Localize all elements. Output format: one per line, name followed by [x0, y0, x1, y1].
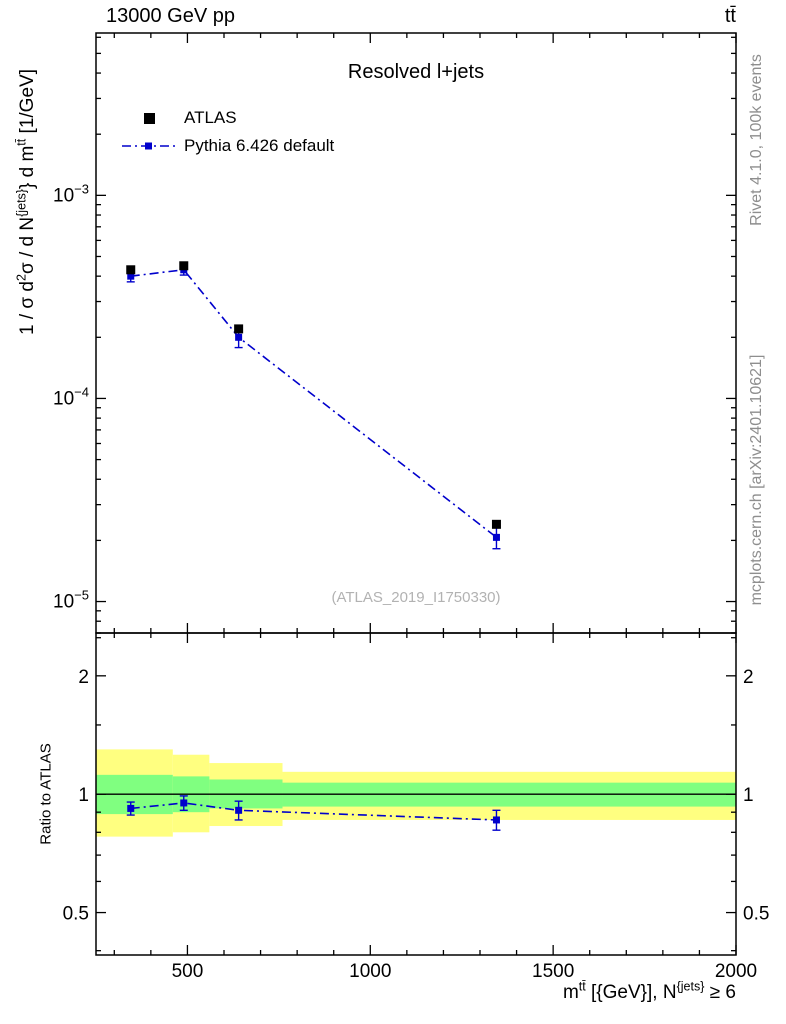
- legend-entry-pythia: Pythia 6.426 default: [118, 132, 334, 160]
- svg-text:2: 2: [78, 667, 89, 688]
- main-y-axis-label: 1 / σ d2σ / d N{jets}} d mtt̄ [1/GeV]: [14, 69, 38, 335]
- axis-ticks: [96, 33, 737, 955]
- svg-text:0.5: 0.5: [63, 904, 89, 925]
- svg-text:0.5: 0.5: [743, 904, 769, 925]
- analysis-id-watermark: (ATLAS_2019_I1750330): [331, 589, 501, 606]
- mcplots-arxiv-note: mcplots.cern.ch [arXiv:2401.10621]: [748, 354, 765, 606]
- ratio-panel-series: [126, 795, 501, 831]
- uncertainty-bands: [96, 749, 736, 837]
- ratio-y-axis-label: Ratio to ATLAS: [37, 743, 55, 845]
- legend-label-atlas: ATLAS: [184, 108, 237, 127]
- pythia-dashdot-marker-icon: [118, 140, 180, 152]
- svg-text:2000: 2000: [715, 961, 757, 982]
- atlas-square-marker-icon: [118, 112, 180, 124]
- legend-entry-atlas: ATLAS: [118, 104, 334, 132]
- main-panel-series: [126, 261, 501, 550]
- legend-label-pythia: Pythia 6.426 default: [184, 136, 335, 155]
- legend: ATLAS Pythia 6.426 default: [118, 104, 334, 160]
- plot-title: Resolved l+jets: [347, 61, 485, 83]
- axis-tick-labels: 500 1000 1500 2000 10−5 10−4 10−3 0.5 0.5 1 1 2 2: [53, 181, 769, 982]
- svg-text:2: 2: [743, 667, 754, 688]
- svg-text:1: 1: [743, 785, 754, 806]
- rivet-version-note: Rivet 4.1.0, 100k events: [748, 54, 765, 226]
- svg-text:10−4: 10−4: [53, 384, 89, 409]
- process-title: tt̄: [724, 5, 736, 27]
- x-axis-label: mtt̄ [{GeV}], N{jets} ≥ 6: [562, 979, 736, 1003]
- svg-text:1: 1: [78, 785, 89, 806]
- svg-text:10−3: 10−3: [53, 181, 89, 206]
- svg-text:1000: 1000: [349, 961, 391, 982]
- svg-text:500: 500: [172, 961, 204, 982]
- beam-energy-title: 13000 GeV pp: [106, 5, 235, 27]
- svg-text:10−5: 10−5: [53, 588, 89, 613]
- svg-text:1500: 1500: [532, 961, 574, 982]
